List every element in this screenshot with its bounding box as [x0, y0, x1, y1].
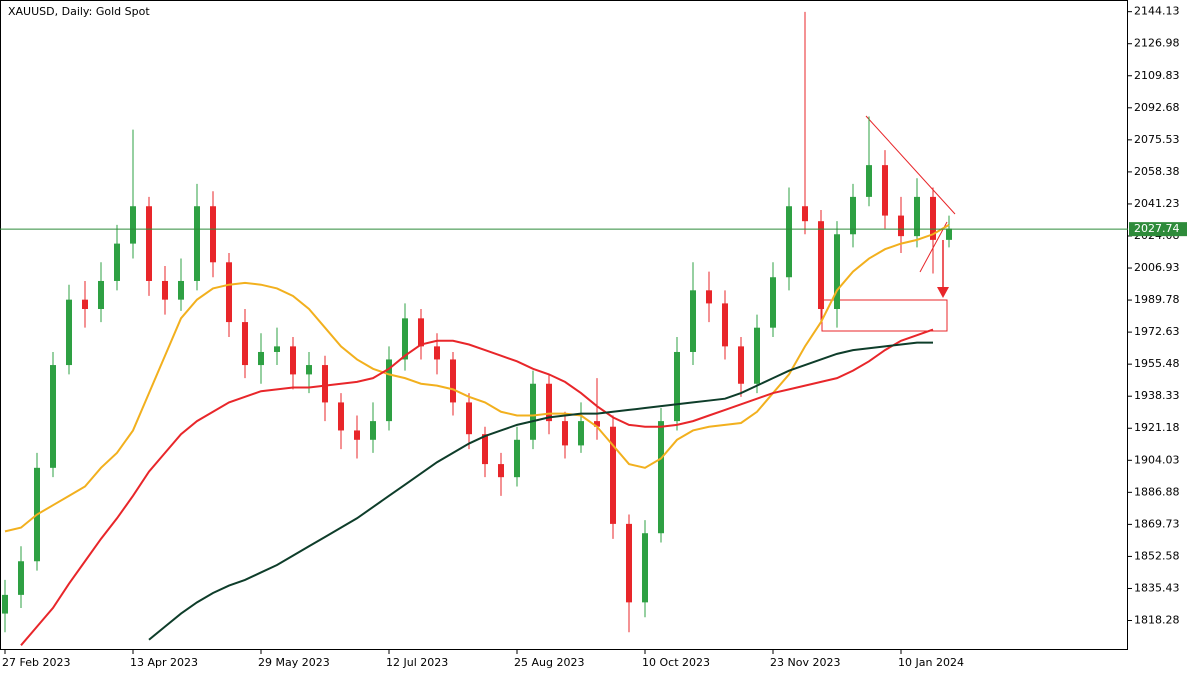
- y-tick-label: 2041.23: [1134, 197, 1180, 210]
- candle-body: [850, 196, 856, 235]
- candle-body: [274, 346, 280, 352]
- candle-body: [370, 421, 376, 440]
- candle-body: [178, 280, 184, 300]
- y-tick-label: 2126.98: [1134, 37, 1180, 50]
- y-tick-label: 1921.18: [1134, 421, 1180, 434]
- zone-rect: [821, 299, 948, 332]
- candle-body: [658, 421, 664, 534]
- candle-body: [626, 523, 632, 603]
- candle-body: [866, 165, 872, 197]
- candle-body: [82, 299, 88, 310]
- candle-body: [946, 228, 952, 240]
- candle-body: [834, 234, 840, 310]
- y-tick-label: 1869.73: [1134, 517, 1180, 530]
- candle-body: [690, 290, 696, 352]
- annotations: [821, 115, 956, 332]
- candle-body: [306, 365, 312, 375]
- arrow-head: [937, 287, 949, 298]
- candle-body: [386, 359, 392, 422]
- candle-body: [466, 402, 472, 435]
- x-tick-label: 10 Jan 2024: [898, 656, 964, 669]
- candle-body: [578, 421, 584, 446]
- y-tick-label: 1938.33: [1134, 389, 1180, 402]
- candle-body: [882, 165, 888, 216]
- y-tick-label: 2075.53: [1134, 133, 1180, 146]
- candle-body: [482, 434, 488, 465]
- x-tick-label: 27 Feb 2023: [2, 656, 70, 669]
- candle-body: [50, 365, 56, 468]
- y-tick-label: 1904.03: [1134, 453, 1180, 466]
- y-tick-label: 2144.13: [1134, 5, 1180, 18]
- y-tick-label: 1835.43: [1134, 581, 1180, 594]
- moving-average: [20, 328, 934, 646]
- candle-body: [354, 430, 360, 440]
- x-tick-label: 10 Oct 2023: [642, 656, 710, 669]
- x-tick-label: 13 Apr 2023: [130, 656, 198, 669]
- y-tick-label: 2109.83: [1134, 69, 1180, 82]
- candle-body: [210, 206, 216, 263]
- candle-body: [786, 206, 792, 278]
- current-price-box: [1129, 222, 1187, 237]
- x-tick-label: 29 May 2023: [258, 656, 330, 669]
- candle-body: [162, 280, 168, 300]
- candle-body: [594, 421, 600, 427]
- y-tick-label: 1818.28: [1134, 614, 1180, 627]
- candle-body: [450, 359, 456, 403]
- y-tick-label: 1955.48: [1134, 357, 1180, 370]
- candle-body: [546, 383, 552, 422]
- y-tick-label: 1886.88: [1134, 485, 1180, 498]
- candle-body: [562, 421, 568, 446]
- candle-body: [898, 215, 904, 237]
- trendline: [865, 115, 956, 215]
- candle-body: [818, 221, 824, 310]
- candle-body: [130, 206, 136, 244]
- candle-body: [258, 351, 264, 366]
- candle-body: [194, 206, 200, 281]
- candle-body: [930, 196, 936, 240]
- candle-body: [114, 243, 120, 281]
- candle-body: [770, 277, 776, 328]
- moving-average: [148, 341, 933, 641]
- x-tick-label: 23 Nov 2023: [770, 656, 840, 669]
- candle-body: [18, 561, 24, 595]
- y-tick-label: 1989.78: [1134, 293, 1180, 306]
- candle-body: [2, 594, 8, 614]
- candle-body: [226, 262, 232, 323]
- y-tick-label: 2006.93: [1134, 261, 1180, 274]
- plot-frame: [0, 0, 1128, 650]
- candle-body: [322, 365, 328, 403]
- x-tick-label: 12 Jul 2023: [386, 656, 448, 669]
- candle-body: [722, 303, 728, 347]
- candle-body: [530, 383, 536, 440]
- candle-body: [706, 290, 712, 304]
- candle-body: [514, 439, 520, 478]
- candle-body: [754, 327, 760, 384]
- y-tick-label: 1852.58: [1134, 549, 1180, 562]
- candle-body: [66, 299, 72, 366]
- candle-body: [402, 318, 408, 360]
- candle-body: [738, 346, 744, 384]
- candle-body: [242, 322, 248, 366]
- candle-body: [434, 346, 440, 360]
- candle-body: [146, 206, 152, 281]
- candle-body: [98, 280, 104, 310]
- current-price-label: 2027.74: [1134, 222, 1180, 235]
- candle-body: [642, 533, 648, 603]
- candle-body: [802, 206, 808, 222]
- y-tick-label: 1972.63: [1134, 325, 1180, 338]
- candle-body: [338, 402, 344, 431]
- y-tick-label: 2058.38: [1134, 165, 1180, 178]
- x-tick-label: 25 Aug 2023: [514, 656, 584, 669]
- candle-body: [610, 426, 616, 524]
- candle-body: [498, 464, 504, 478]
- candle-body: [418, 318, 424, 347]
- candle-body: [290, 346, 296, 375]
- y-tick-label: 2092.68: [1134, 101, 1180, 114]
- candle-body: [914, 196, 920, 237]
- candle-body: [674, 351, 680, 422]
- chart-title: XAUUSD, Daily: Gold Spot: [8, 5, 150, 18]
